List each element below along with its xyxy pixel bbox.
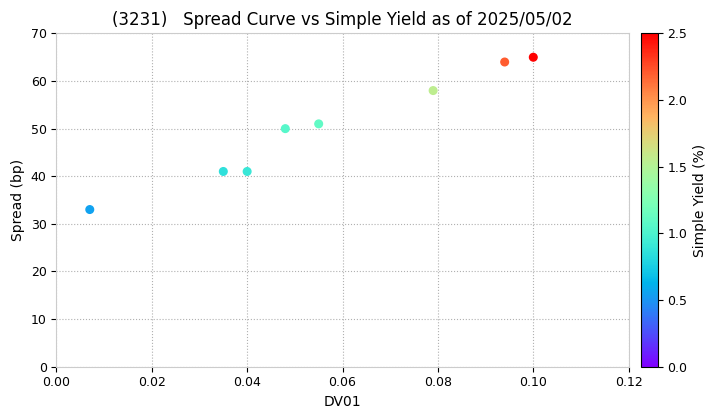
Point <box>241 168 253 175</box>
Point <box>217 168 229 175</box>
Y-axis label: Spread (bp): Spread (bp) <box>11 159 25 241</box>
Point <box>528 54 539 60</box>
Point <box>313 121 325 127</box>
Y-axis label: Simple Yield (%): Simple Yield (%) <box>693 144 707 257</box>
Title: (3231)   Spread Curve vs Simple Yield as of 2025/05/02: (3231) Spread Curve vs Simple Yield as o… <box>112 11 573 29</box>
Point <box>428 87 439 94</box>
Point <box>279 125 291 132</box>
Point <box>84 206 96 213</box>
X-axis label: DV01: DV01 <box>324 395 361 409</box>
Point <box>499 59 510 66</box>
